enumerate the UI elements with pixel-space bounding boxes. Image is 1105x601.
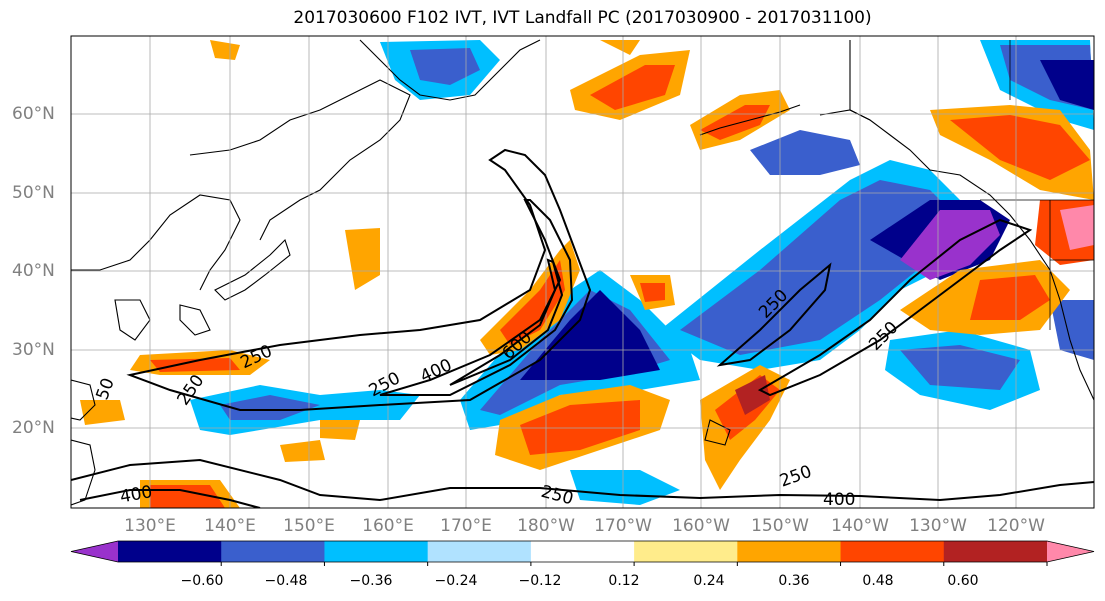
colorbar-tick-label: −0.60 [180,573,224,589]
colorbar-segment [840,541,945,562]
borders [849,40,1094,330]
colorbar-outline [70,540,1095,563]
longitude-label: 130°W [909,516,967,536]
ivt-contours [71,148,1094,508]
longitude-label: 170°E [440,516,492,536]
latitude-label: 20°N [12,418,55,438]
latitude-label: 30°N [12,340,55,360]
colorbar-segment [530,541,635,562]
colorbar-tick-label: −0.12 [518,573,562,589]
longitude-label: 150°W [751,516,809,536]
colorbar-segment [943,541,1048,562]
contour-label: 400 [823,490,855,510]
colorbar-tick-label: 0.48 [862,573,894,589]
colorbar-tick-label: 0.60 [947,573,979,589]
longitude-label: 160°E [362,516,414,536]
longitude-label: 160°W [672,516,730,536]
colorbar-segment [221,541,325,562]
longitude-label: 140°W [831,516,889,536]
latitude-label: 40°N [12,261,55,281]
map-title: 2017030600 F102 IVT, IVT Landfall PC (20… [293,8,872,28]
longitude-label: 150°E [283,516,335,536]
longitude-label: 180°W [517,516,575,536]
coastlines [71,39,1094,506]
colorbar-tick-label: −0.36 [349,573,393,589]
colorbar-segment [324,541,429,562]
colorbar-tick-label: 0.24 [693,573,725,589]
latitude-label: 50°N [12,183,55,203]
colorbar-arrow-high [1047,541,1094,562]
longitude-label: 170°W [594,516,652,536]
colorbar-tick-label: 0.12 [608,573,640,589]
longitude-label: 120°W [987,516,1045,536]
longitude-label: 130°E [124,516,176,536]
colorbar-segment [118,541,222,562]
colorbar-segment [634,541,738,562]
colorbar-tick-label: −0.48 [264,573,308,589]
longitude-label: 140°E [204,516,256,536]
colorbar-tick-label: 0.36 [778,573,810,589]
latitude-label: 60°N [12,104,55,124]
colorbar-tick-label: −0.24 [434,573,478,589]
pc-anomaly-shading [80,40,1094,508]
colorbar-segment [427,541,532,562]
colorbar-arrow-low [71,541,118,562]
colorbar-segment [737,541,842,562]
